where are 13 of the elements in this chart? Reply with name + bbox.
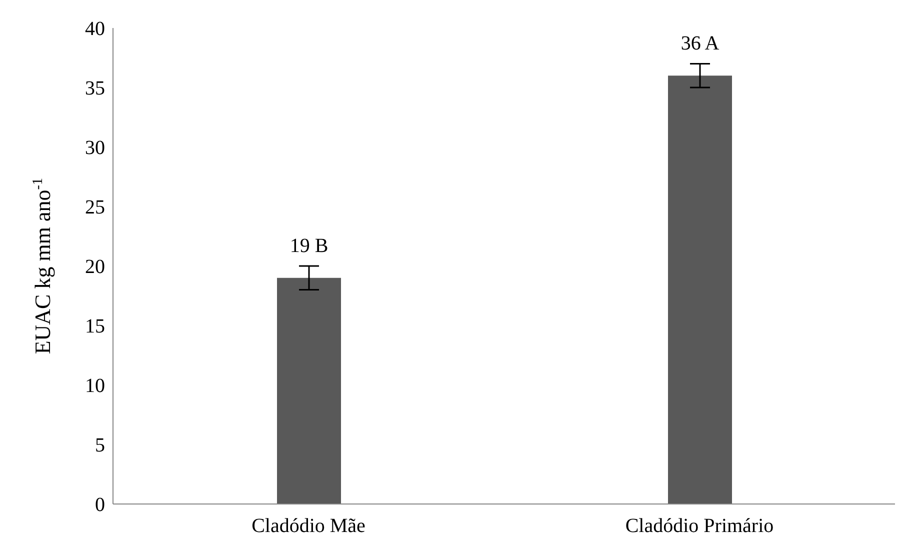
y-tick-label: 40 (85, 18, 105, 40)
y-tick-label: 30 (85, 137, 105, 160)
y-tick-label: 0 (95, 494, 105, 516)
x-tick-label: Cladódio Primário (625, 515, 774, 538)
x-tick-label: Cladódio Mãe (252, 515, 366, 538)
data-label: 19 B (290, 234, 328, 257)
y-tick-label: 5 (95, 434, 105, 457)
y-tick-label: 10 (85, 375, 105, 398)
y-tick-label: 15 (85, 316, 105, 338)
y-tick-label: 20 (85, 256, 105, 278)
y-tick-label: 25 (85, 196, 105, 219)
data-label: 36 A (680, 32, 720, 55)
y-tick-label: 35 (85, 78, 105, 100)
